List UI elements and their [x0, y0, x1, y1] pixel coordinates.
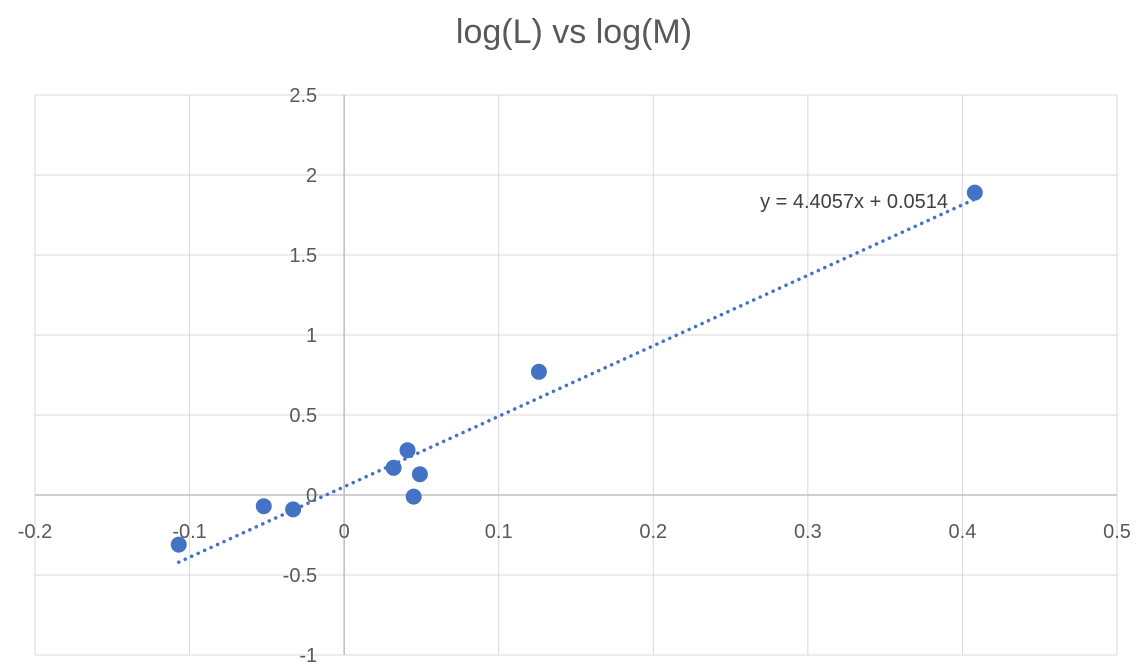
data-points	[170, 184, 983, 553]
y-tick-label: 0	[306, 485, 317, 507]
data-point	[399, 442, 416, 459]
axes	[35, 95, 1117, 655]
data-point	[255, 498, 272, 515]
data-point	[385, 459, 402, 476]
data-point	[405, 488, 422, 505]
y-tick-label: -0.5	[283, 565, 317, 587]
data-point	[530, 363, 547, 380]
x-tick-label: 0	[339, 521, 350, 543]
grid-lines	[34, 94, 1118, 656]
y-tick-label: 2.5	[289, 85, 317, 107]
x-tick-label: 0.1	[485, 521, 513, 543]
x-tick-label: 0.4	[949, 521, 977, 543]
data-point	[411, 466, 428, 483]
x-tick-label: 0.3	[794, 521, 822, 543]
y-tick-label: 1	[306, 325, 317, 347]
x-tick-label: 0.5	[1103, 521, 1131, 543]
tick-labels: -0.2 -0.1 0 0.1 0.2 0.3 0.4 0.5-1-0.500.511.522…	[18, 85, 1131, 665]
trendline-equation: y = 4.4057x + 0.0514	[760, 191, 948, 213]
y-tick-label: 2	[306, 165, 317, 187]
y-tick-label: 0.5	[289, 405, 317, 427]
x-tick-label: -0.2	[18, 521, 52, 543]
y-tick-label: 1.5	[289, 245, 317, 267]
x-tick-label: 0.2	[639, 521, 667, 543]
chart-title: log(L) vs log(M)	[456, 13, 692, 51]
data-point	[966, 184, 983, 201]
data-point	[170, 536, 187, 553]
y-tick-label: -1	[299, 645, 317, 665]
data-point	[285, 501, 302, 518]
